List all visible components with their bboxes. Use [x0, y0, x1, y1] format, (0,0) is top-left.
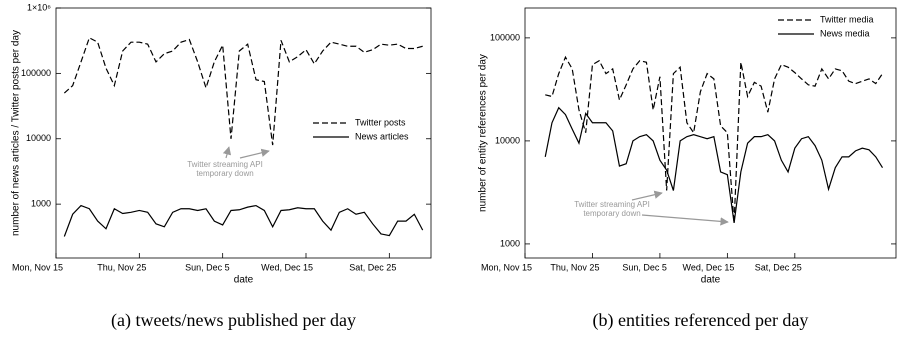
x-tick-label: Sun, Dec 5 [185, 262, 230, 272]
plot-frame [55, 7, 432, 259]
x-tick-label: Sat, Dec 25 [755, 262, 802, 272]
caption: (b) entities referenced per day [593, 310, 809, 331]
x-tick-label: Wed, Dec 15 [682, 262, 734, 272]
x-tick-label: Sun, Dec 5 [622, 262, 667, 272]
y-tick-label: 10000 [495, 135, 520, 145]
x-tick-label: Thu, Nov 25 [97, 262, 146, 272]
y-axis-label: number of entity references per day [478, 54, 489, 212]
annotation-arrow [631, 190, 663, 201]
series-line [544, 106, 884, 223]
x-tick-label: Sat, Dec 25 [349, 262, 396, 272]
annotation: temporary down [583, 209, 640, 218]
y-tick-label: 1000 [31, 199, 51, 209]
plot-frame [524, 7, 897, 259]
legend-label: Twitter posts [355, 117, 406, 127]
annotation-arrow [222, 146, 232, 159]
annotation: Twitter streaming API [574, 200, 650, 209]
x-axis-label: date [701, 275, 721, 286]
y-tick-label: 10000 [26, 133, 51, 143]
y-tick-label: 1×10⁶ [27, 2, 51, 12]
caption: (a) tweets/news published per day [111, 310, 356, 331]
series-line [545, 55, 884, 223]
legend-label: News articles [355, 131, 409, 141]
annotation: Twitter streaming API [187, 160, 263, 169]
series-line [63, 36, 423, 146]
x-tick-label: Thu, Nov 25 [550, 262, 599, 272]
legend-label: News media [820, 28, 870, 38]
y-tick-label: 1000 [500, 238, 520, 248]
legend-label: Twitter media [820, 14, 874, 24]
annotation-arrow [641, 214, 729, 226]
annotation-arrow [239, 148, 270, 159]
y-axis-label: number of news articles / Twitter posts … [11, 30, 22, 236]
x-tick-label: Wed, Dec 15 [261, 262, 313, 272]
y-tick-label: 100000 [21, 68, 51, 78]
y-tick-label: 100000 [490, 32, 520, 42]
annotation: temporary down [196, 169, 253, 178]
series-line [63, 204, 424, 237]
x-tick-label: Mon, Nov 15 [481, 262, 532, 272]
x-tick-label: Mon, Nov 15 [12, 262, 63, 272]
x-axis-label: date [234, 275, 254, 286]
